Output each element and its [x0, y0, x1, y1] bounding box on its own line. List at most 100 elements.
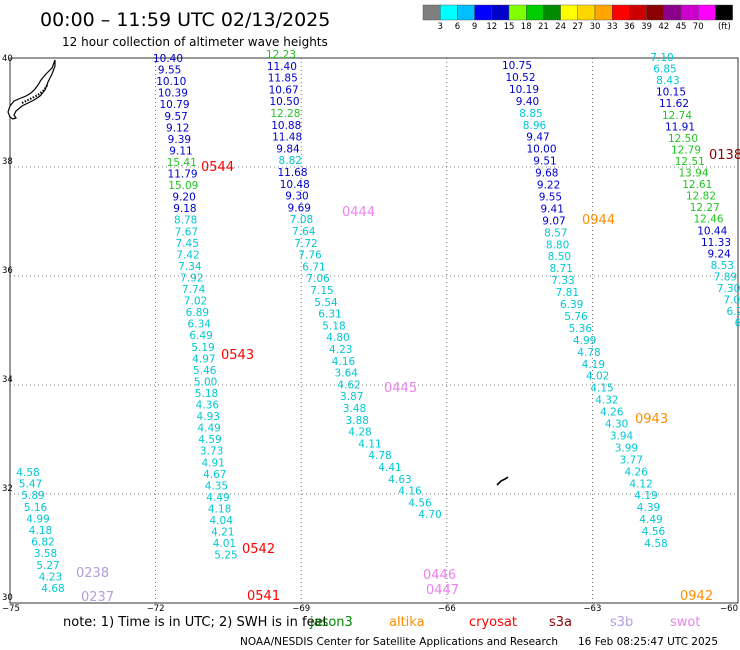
- wave-height-value: 4.58: [16, 467, 39, 479]
- colorbar-tick-label: 27: [572, 22, 583, 32]
- wave-height-value: 10.75: [502, 60, 532, 72]
- wave-height-value: 5.16: [24, 502, 48, 514]
- footer: note: 1) Time is in UTC; 2) SWH is in fe…: [63, 615, 718, 648]
- colorbar-tick-label: 36: [624, 22, 635, 32]
- wave-height-value: 7.15: [310, 285, 333, 297]
- wave-height-value: 5.19: [191, 342, 214, 354]
- colorbar-swatch: [646, 4, 664, 21]
- longitude-label: −75: [2, 604, 20, 614]
- wave-height-value: 4.19: [634, 490, 657, 502]
- colorbar-tick-label: 30: [590, 22, 601, 32]
- pass-time-label: 0944: [582, 213, 615, 228]
- colorbar-swatch: [698, 4, 716, 21]
- wave-height-value: 4.49: [639, 514, 662, 526]
- wave-height-value: 4.49: [197, 423, 220, 435]
- wave-height-value: 10.19: [509, 84, 539, 96]
- island-mark: [496, 476, 509, 486]
- wave-height-value: 4.26: [600, 407, 624, 419]
- wave-height-value: 15.41: [167, 157, 197, 169]
- wave-height-value: 4.35: [205, 480, 228, 492]
- latitude-label: 40: [2, 54, 13, 64]
- wave-height-value: 4.26: [625, 466, 649, 478]
- wave-height-value: 4.59: [198, 434, 221, 446]
- wave-height-value: 4.16: [398, 486, 422, 498]
- wave-height-value: 5.47: [19, 479, 42, 491]
- wave-height-value: 5.18: [195, 388, 218, 400]
- wave-height-value: 9.30: [285, 191, 308, 203]
- latitude-axis: 40 38 36 34 32 30: [2, 54, 13, 603]
- wave-height-value: 4.91: [202, 457, 225, 469]
- wave-height-value: 8.57: [544, 227, 567, 239]
- colorbar-tick-label: 3: [437, 22, 442, 32]
- colorbar-tick-label: 45: [676, 22, 687, 32]
- colorbar-tick-label: 42: [658, 22, 669, 32]
- colorbar-swatch: [457, 4, 475, 21]
- longitude-axis: −75 −72 −69 −66 −63 −60: [2, 604, 738, 614]
- colorbar-tick-label: 24: [555, 22, 566, 32]
- wave-height-value: 4.97: [192, 353, 215, 365]
- latitude-label: 30: [2, 593, 13, 603]
- wave-height-value: 4.78: [368, 450, 391, 462]
- wave-height-value: 4.78: [577, 347, 600, 359]
- wave-height-value: 7.92: [180, 272, 203, 284]
- wave-height-value: 11.79: [168, 169, 198, 181]
- colorbar-swatch: [594, 4, 613, 21]
- wave-height-value: 4.39: [637, 502, 660, 514]
- wave-height-value: 12.23: [266, 49, 296, 61]
- wave-height-value: 13.94: [678, 168, 708, 180]
- colorbar-tick-label: 18: [521, 22, 532, 32]
- wave-height-value: 11.62: [659, 98, 689, 110]
- wave-height-value: 4.67: [203, 469, 226, 481]
- wave-height-value: 8.82: [279, 155, 302, 167]
- wave-height-value: 4.32: [595, 395, 618, 407]
- wave-height-value: 9.07: [542, 215, 565, 227]
- wave-height-value: 7.76: [298, 250, 322, 262]
- wave-height-value: 8.80: [546, 239, 569, 251]
- colorbar-tick-label: 9: [472, 22, 477, 32]
- satellite-legend-item: jason3: [309, 615, 353, 630]
- wave-height-value: 7.02: [184, 296, 207, 308]
- wave-height-value: 4.19: [582, 359, 605, 371]
- wave-height-value: 4.18: [208, 503, 231, 515]
- wave-height-value: 4.01: [213, 538, 236, 550]
- wave-height-value: 9.11: [169, 145, 192, 157]
- wave-height-value: 4.68: [41, 583, 64, 595]
- wave-height-value: 3.48: [343, 403, 366, 415]
- wave-height-value: 4.56: [408, 497, 432, 509]
- colorbar-tick-label: 12: [486, 22, 497, 32]
- wave-height-value: 10.15: [656, 87, 686, 99]
- wave-height-value: 12.28: [270, 108, 300, 120]
- wave-height-value: 11.33: [701, 237, 731, 249]
- wave-height-value: 9.18: [173, 203, 196, 215]
- pass-time-label: 0542: [242, 542, 275, 557]
- wave-height-value: 8.43: [656, 75, 679, 87]
- wave-height-value: 4.30: [605, 419, 628, 431]
- wave-height-value: 7.33: [551, 275, 574, 287]
- pass-time-label: 0543: [221, 348, 254, 363]
- satellite-legend-item: s3a: [549, 615, 572, 630]
- wave-height-value: 4.21: [211, 527, 234, 539]
- wave-height-value: 3.58: [34, 548, 57, 560]
- wave-height-value: 3.77: [620, 454, 643, 466]
- satellite-legend-item: cryosat: [469, 615, 517, 630]
- satellite-legend: jason3 altika cryosat s3a s3b swot: [309, 615, 700, 630]
- wave-height-value: 8.96: [523, 120, 547, 132]
- footer-credit: NOAA/NESDIS Center for Satellite Applica…: [240, 636, 558, 648]
- wave-height-value: 12.74: [662, 110, 692, 122]
- wave-height-value: 5.36: [569, 323, 593, 335]
- page-subtitle: 12 hour collection of altimeter wave hei…: [62, 35, 328, 49]
- wave-height-value: 6.2: [727, 306, 740, 318]
- wave-height-value: 6.82: [31, 537, 54, 549]
- latitude-label: 32: [2, 484, 13, 494]
- wave-height-value: 5.18: [322, 320, 345, 332]
- wave-height-value: 11.85: [268, 73, 298, 85]
- wave-height-value: 7.64: [292, 226, 316, 238]
- wave-height-value: 8.53: [711, 260, 734, 272]
- wave-height-value: 10.88: [271, 120, 301, 132]
- colorbar-tick-label: 39: [641, 22, 652, 32]
- wave-height-value: 5.54: [314, 297, 338, 309]
- wave-height-value: 7.67: [175, 226, 198, 238]
- wave-height-value: 3.73: [200, 446, 223, 458]
